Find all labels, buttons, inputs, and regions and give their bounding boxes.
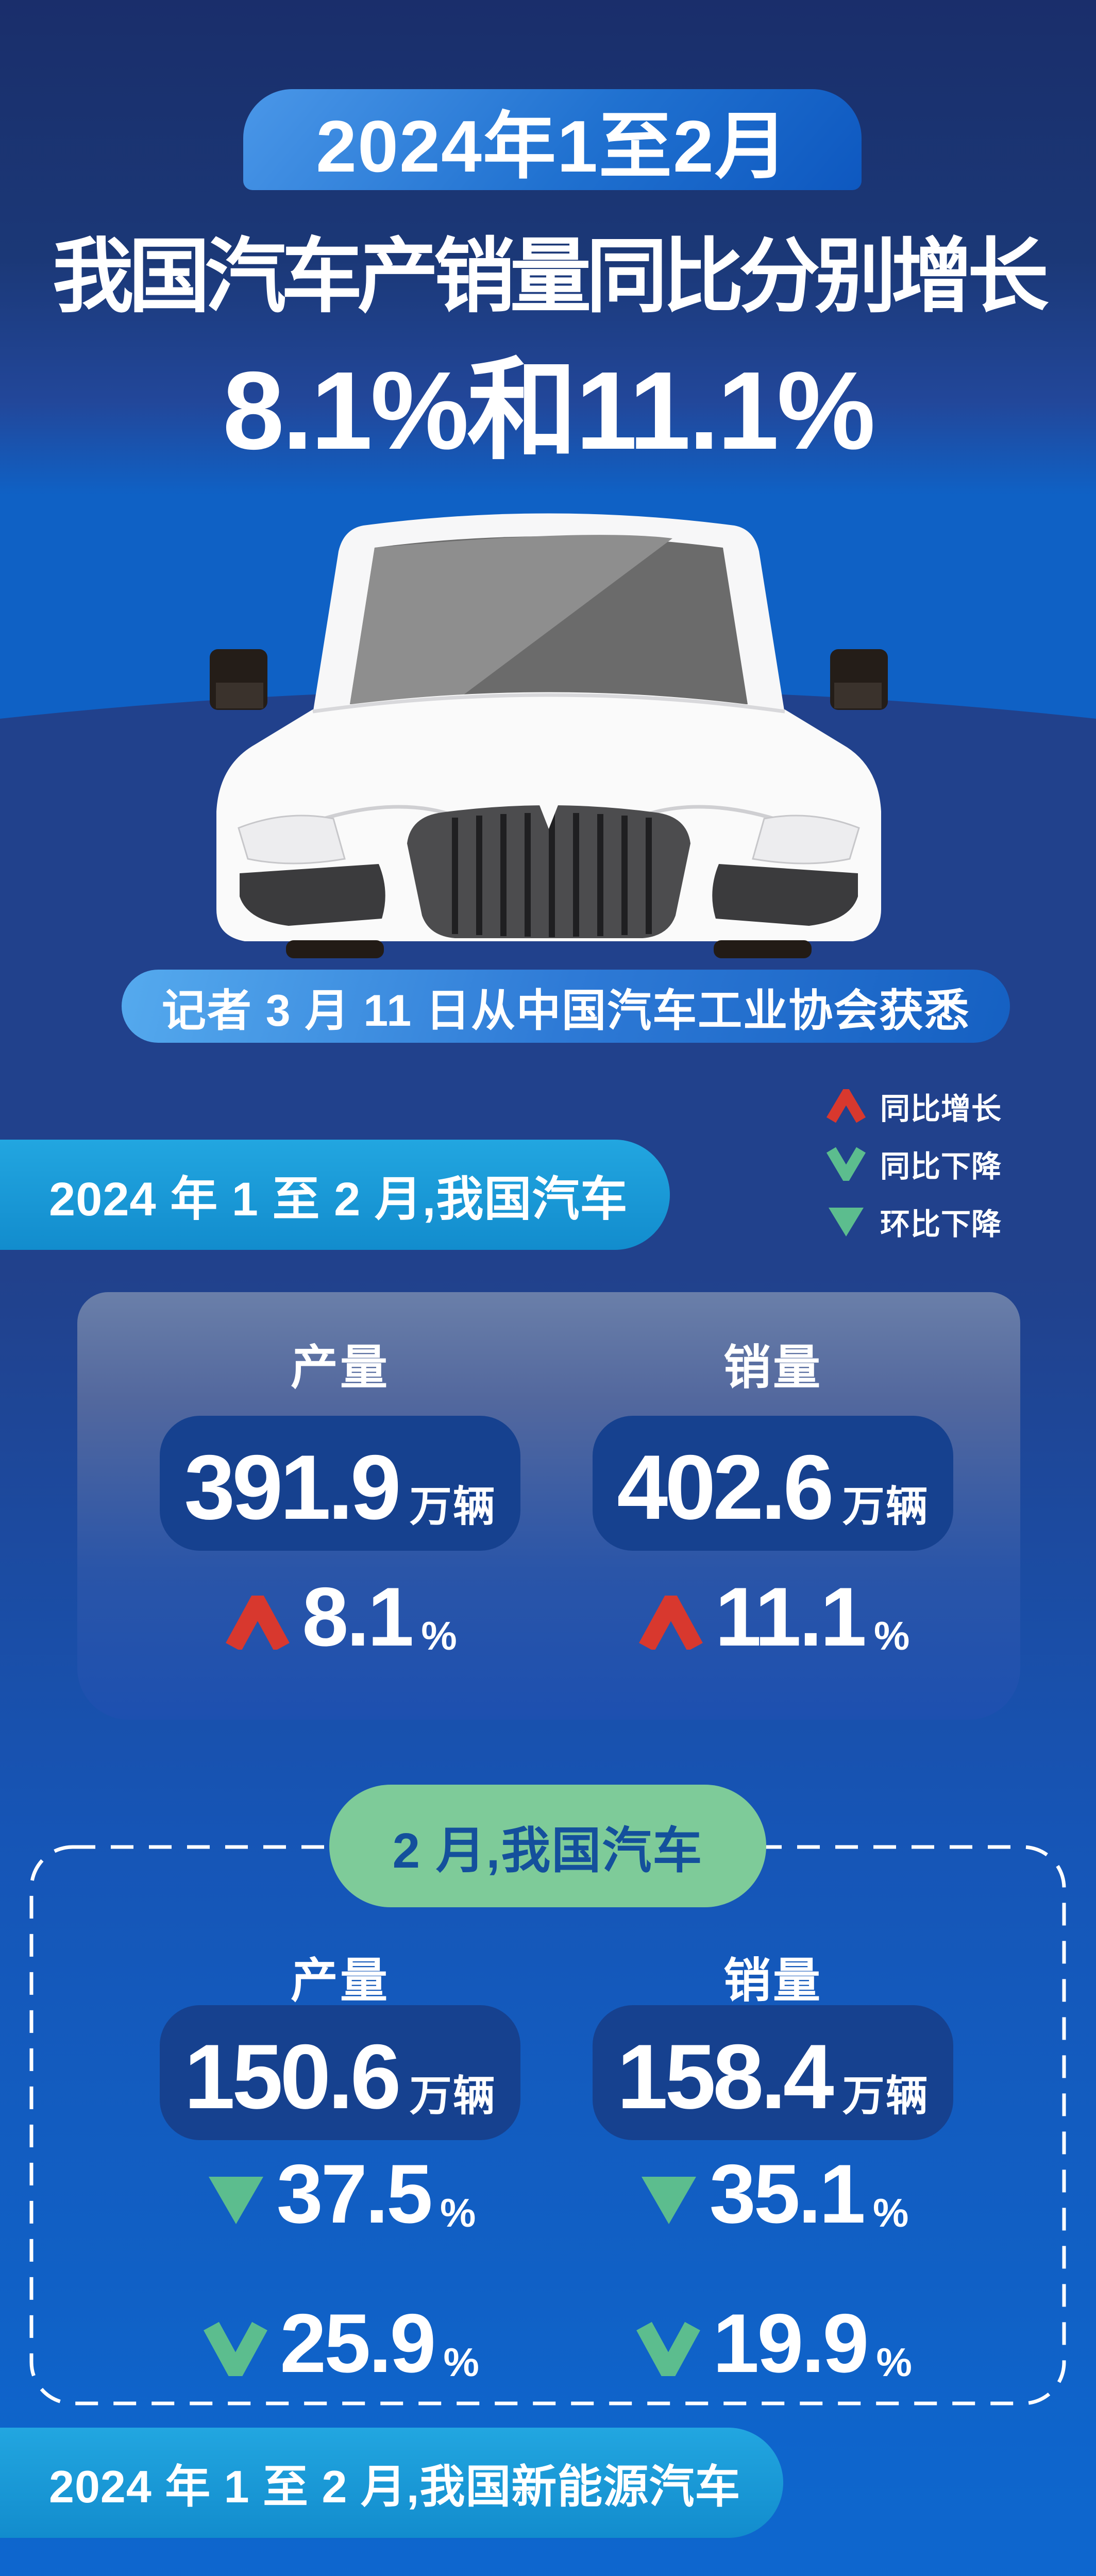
legend-item-yoy-up: 同比增长 xyxy=(825,1086,1002,1126)
percent-sign: % xyxy=(872,2190,909,2235)
legend-label: 环比下降 xyxy=(880,1208,1002,1241)
stat-value: 402.6 xyxy=(617,1436,834,1538)
reporter-text: 记者 3 月 11 日从中国汽车工业协会获悉 xyxy=(161,986,970,1036)
down-chevron-icon xyxy=(826,1147,866,1181)
down-triangle-icon xyxy=(208,2177,263,2224)
value-boxes-row: 391.9 万辆 402.6 万辆 xyxy=(77,1416,1020,1551)
section-tab-auto-janfeb: 2024 年 1 至 2 月,我国汽车 xyxy=(0,1140,670,1250)
percent-sign: % xyxy=(421,1613,457,1658)
stat-unit: 万辆 xyxy=(409,2073,496,2120)
metric-value: 19.9 xyxy=(713,2297,869,2390)
percent-sign: % xyxy=(874,1613,910,1658)
stat-unit: 万辆 xyxy=(409,1483,496,1530)
percent-sign: % xyxy=(876,2340,912,2385)
stat-value: 158.4 xyxy=(617,2025,834,2128)
stat-column-label: 销量 xyxy=(723,1342,822,1394)
stat-value: 391.9 xyxy=(184,1436,401,1538)
stat-labels-row: 产量 销量 xyxy=(77,1942,1020,2011)
up-chevron-icon xyxy=(638,1596,703,1650)
legend-item-mom-down: 环比下降 xyxy=(825,1201,1002,1242)
metric-row: 25.9 % 19.9 % xyxy=(77,2298,1020,2385)
value-box: 150.6 万辆 xyxy=(160,2005,520,2140)
metric-row: 8.1 % 11.1 % xyxy=(77,1571,1020,1659)
down-triangle-icon xyxy=(641,2177,696,2224)
section-pill-feb: 2 月,我国汽车 xyxy=(329,1785,766,1907)
down-chevron-icon xyxy=(204,2322,268,2376)
down-triangle-icon xyxy=(829,1208,864,1236)
up-chevron-icon xyxy=(826,1089,866,1123)
metric-value: 25.9 xyxy=(280,2297,436,2390)
title-badge: 2024年1至2月 xyxy=(243,89,862,190)
stat-column-label: 产量 xyxy=(290,1342,390,1394)
car-wheel-right xyxy=(714,940,812,958)
legend-label: 同比下降 xyxy=(880,1150,1002,1183)
reporter-pill: 记者 3 月 11 日从中国汽车工业协会获悉 xyxy=(122,970,1010,1043)
stat-column-label: 销量 xyxy=(723,1955,822,2007)
section-tab-nev-janfeb: 2024 年 1 至 2 月,我国新能源汽车 xyxy=(0,2428,783,2538)
legend: 同比增长 同比下降 环比下降 xyxy=(825,1086,1002,1242)
percent-sign: % xyxy=(443,2340,479,2385)
percent-sign: % xyxy=(440,2190,476,2235)
section-tab-label: 2024 年 1 至 2 月,我国新能源汽车 xyxy=(49,2461,741,2512)
up-chevron-icon xyxy=(226,1596,290,1650)
stat-column-label: 产量 xyxy=(290,1955,390,2007)
metric-value: 8.1 xyxy=(302,1570,414,1664)
car-headlight-right xyxy=(752,815,860,865)
stat-labels-row: 产量 销量 xyxy=(77,1329,1020,1398)
stat-value: 150.6 xyxy=(184,2025,401,2128)
stat-unit: 万辆 xyxy=(842,2073,929,2120)
metric-row: 37.5 % 35.1 % xyxy=(77,2148,1020,2236)
car-headlight-left xyxy=(238,815,346,865)
stat-unit: 万辆 xyxy=(842,1483,929,1530)
car-emblem xyxy=(539,805,558,829)
metric-value: 35.1 xyxy=(709,2147,866,2241)
section-pill-label: 2 月,我国汽车 xyxy=(392,1823,703,1878)
car-wheel-left xyxy=(286,940,384,958)
metric-value: 11.1 xyxy=(715,1570,867,1664)
growth-title: 8.1%和11.1% xyxy=(223,348,875,472)
value-box: 391.9 万辆 xyxy=(160,1416,520,1551)
legend-item-yoy-down: 同比下降 xyxy=(825,1144,1002,1184)
value-box: 158.4 万辆 xyxy=(593,2005,953,2140)
section-tab-label: 2024 年 1 至 2 月,我国汽车 xyxy=(49,1173,628,1226)
metric-value: 37.5 xyxy=(276,2147,433,2241)
value-box: 402.6 万辆 xyxy=(593,1416,953,1551)
title-badge-text: 2024年1至2月 xyxy=(316,106,789,188)
main-title: 我国汽车产销量同比分别增长 xyxy=(52,231,1049,322)
car-illustration-icon xyxy=(210,513,888,958)
value-boxes-row: 150.6 万辆 158.4 万辆 xyxy=(77,2005,1020,2140)
legend-label: 同比增长 xyxy=(880,1092,1002,1126)
down-chevron-icon xyxy=(636,2322,701,2376)
